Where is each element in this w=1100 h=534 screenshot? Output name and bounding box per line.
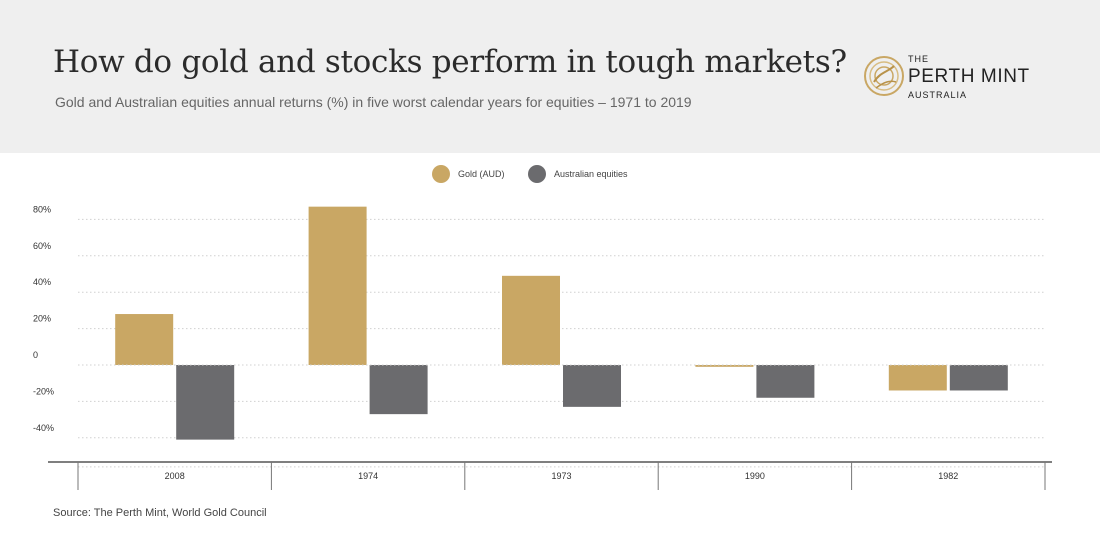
legend-label-equities: Australian equities [554,169,628,179]
bar-gold-2008 [115,314,174,365]
bar-gold-1973 [502,275,560,365]
y-tick-label: 60% [33,241,51,251]
source-note: Source: The Perth Mint, World Gold Counc… [53,507,267,519]
x-tick-label: 1974 [358,471,378,481]
bar-gold-1982 [888,365,947,391]
bar-equities-2008 [176,365,235,440]
x-tick-label: 2008 [165,471,185,481]
legend-item-equities: Australian equities [528,165,628,183]
y-tick-label: 80% [33,204,51,214]
logo-perth-mint: PERTH MINT [908,66,1030,87]
y-tick-label: 40% [33,277,51,287]
y-tick-label: -40% [33,423,54,433]
header-banner: How do gold and stocks perform in tough … [0,0,1100,153]
bar-equities-1982 [949,365,1008,391]
x-tick-label: 1973 [551,471,571,481]
swan-emblem-icon [864,56,904,96]
y-tick-label: 20% [33,314,51,324]
bar-equities-1990 [756,365,815,398]
bar-equities-1974 [369,365,428,415]
x-tick-label: 1982 [938,471,958,481]
chart-subtitle: Gold and Australian equities annual retu… [55,94,692,110]
chart-title: How do gold and stocks perform in tough … [53,44,847,80]
legend-item-gold: Gold (AUD) [432,165,505,183]
x-tick-label: 1990 [745,471,765,481]
perth-mint-logo: THE PERTH MINT AUSTRALIA [864,52,1064,112]
logo-australia: AUSTRALIA [908,90,968,100]
y-tick-label: 0 [33,350,38,360]
legend-swatch-gold [432,165,450,183]
bar-gold-1990 [695,365,754,367]
y-tick-label: -20% [33,386,54,396]
legend-label-gold: Gold (AUD) [458,169,505,179]
bar-equities-1973 [563,365,621,407]
legend-swatch-equities [528,165,546,183]
bar-gold-1974 [308,206,367,365]
logo-the: THE [908,54,929,64]
chart-legend: Gold (AUD) Australian equities [0,165,1100,185]
